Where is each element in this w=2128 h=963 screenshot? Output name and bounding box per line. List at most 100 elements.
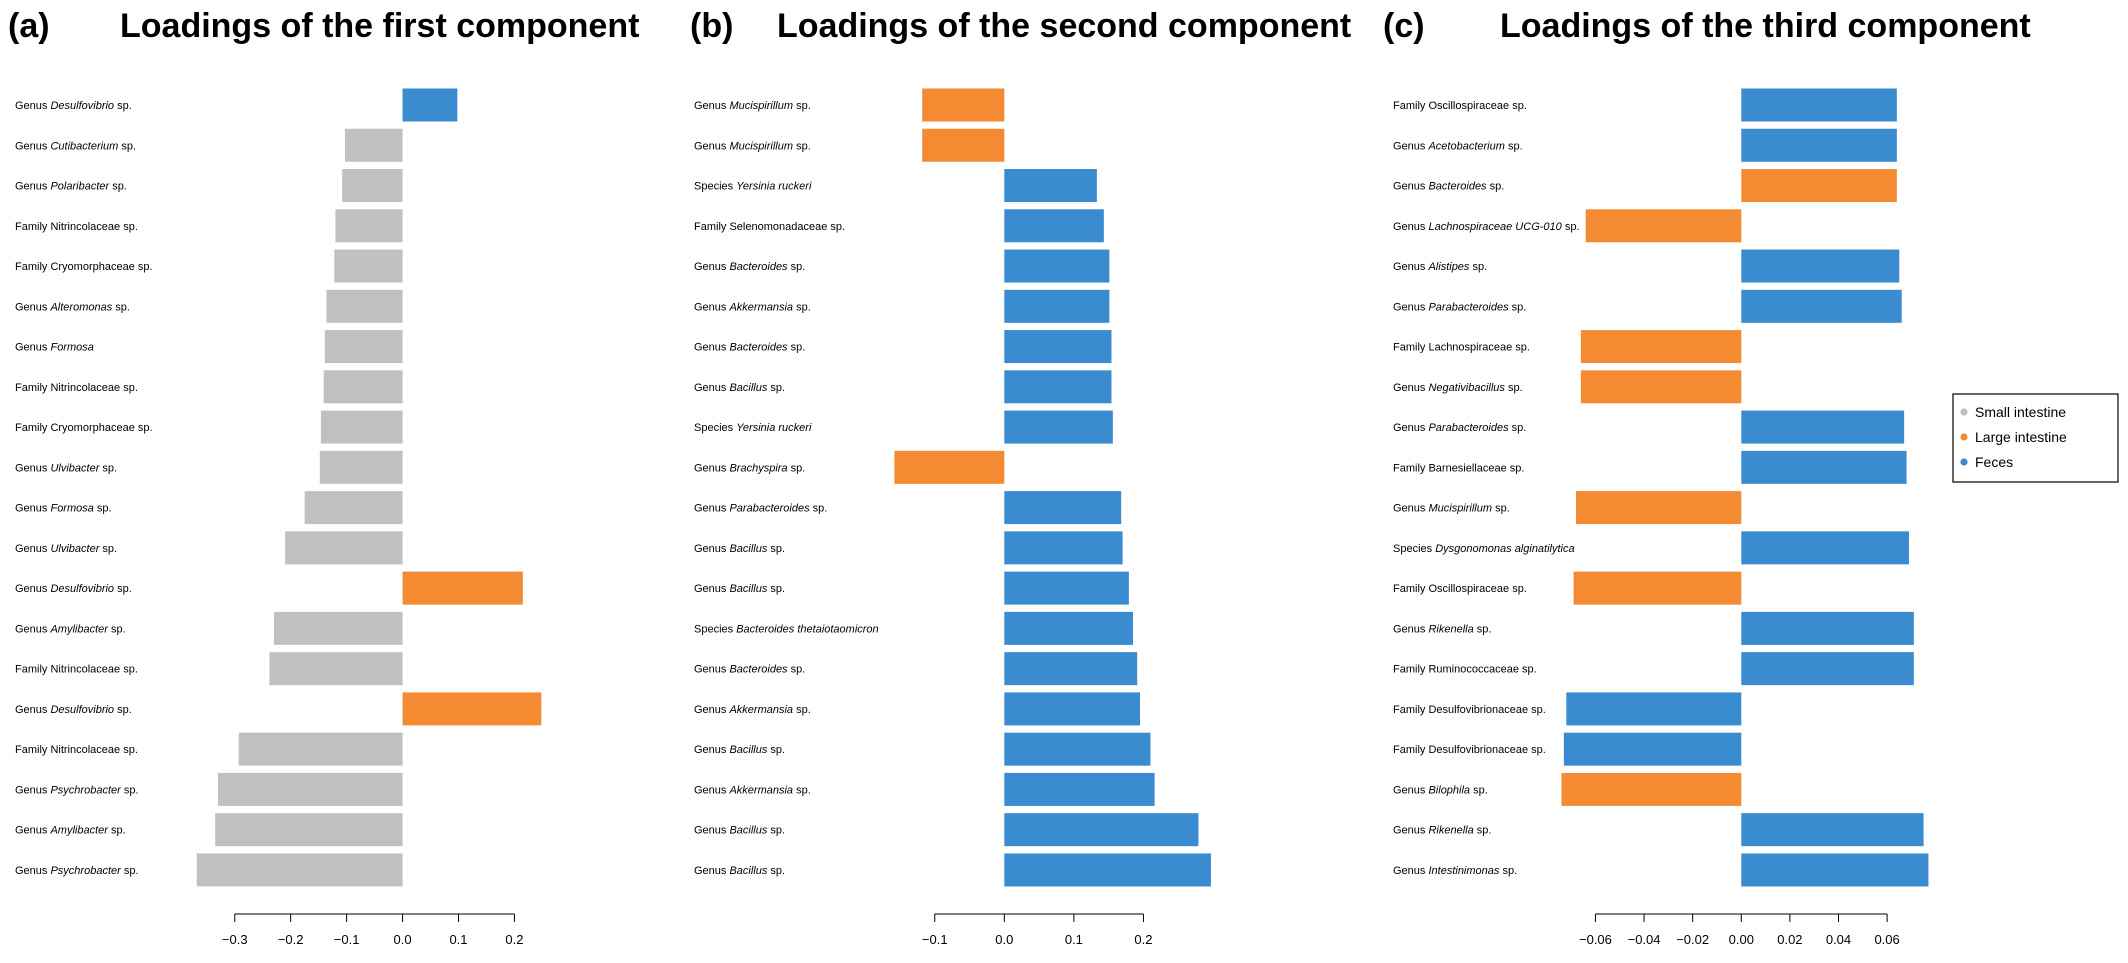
category-label: Genus Psychrobacter sp. [15,784,139,796]
taxon-name: Nitrincolaceae [50,382,120,394]
rank-text: Genus [694,825,729,837]
taxon-name: Barnesiellaceae [1428,462,1506,474]
rank-text: Genus [15,140,50,152]
rank-text: Species [694,181,736,193]
taxon-name: Desulfovibrio [50,704,114,716]
taxon-suffix: sp. [1512,342,1530,354]
rank-text: Genus [15,342,50,354]
category-label: Genus Parabacteroides sp. [1393,422,1526,434]
bar [273,611,403,645]
rank-text: Genus [15,100,50,112]
taxon-name: Desulfovibrionaceae [1428,744,1528,756]
bar [1004,491,1122,525]
taxon-name: Alteromonas [49,301,112,313]
category-label: Genus Mucispirillum sp. [694,100,811,112]
bar [1580,330,1742,364]
category-label: Genus Desulfovibrio sp. [15,100,132,112]
rank-text: Family [1393,664,1428,676]
taxon-name: Bacteroides [729,261,788,273]
rank-text: Species [694,623,736,635]
legend: Small intestine Large intestine Feces [1952,393,2119,483]
bar [402,88,458,122]
x-tick-label: 0.2 [505,932,523,947]
taxon-name: Formosa [50,342,93,354]
taxon-name: Nitrincolaceae [50,664,120,676]
rank-text: Genus [694,342,729,354]
bar [402,692,542,726]
rank-text: Genus [1393,301,1428,313]
category-label: Family Cryomorphaceae sp. [15,422,153,434]
legend-box [1952,393,2119,483]
category-label: Genus Alteromonas sp. [15,301,130,313]
taxon-suffix: sp. [99,543,117,555]
taxon-name: Parabacteroides [729,503,810,515]
category-label: Family Nitrincolaceae sp. [15,382,138,394]
taxon-suffix: sp. [1470,784,1488,796]
rank-text: Genus [694,664,729,676]
panel-label: (c) [1383,7,1425,45]
category-label: Genus Rikenella sp. [1393,623,1491,635]
taxon-suffix: sp. [1474,623,1492,635]
rank-text: Genus [15,543,50,555]
taxon-suffix: sp. [793,704,811,716]
taxon-name: Parabacteroides [1428,422,1509,434]
rank-text: Genus [1393,382,1428,394]
panel-title: Loadings of the first component [120,7,639,45]
rank-text: Genus [694,382,729,394]
bar [1585,209,1742,243]
rank-text: Genus [15,704,50,716]
panel-label: (b) [690,7,733,45]
category-label: Genus Akkermansia sp. [694,784,811,796]
x-tick-label: −0.3 [222,932,248,947]
category-label: Genus Intestinimonas sp. [1393,865,1517,877]
category-label: Genus Akkermansia sp. [694,301,811,313]
x-tick-label: 0.2 [1134,932,1152,947]
taxon-name: Bacteroides [729,664,788,676]
bar [1566,692,1742,726]
rank-text: Genus [1393,784,1428,796]
taxon-name: Mucispirillum [729,100,793,112]
bar [1004,410,1113,444]
taxon-name: Psychrobacter [50,784,122,796]
bar [344,128,403,162]
bar [1004,370,1112,404]
taxon-suffix: sp. [1474,825,1492,837]
bar [238,732,403,766]
x-tick-label: 0.04 [1826,932,1851,947]
x-tick-label: −0.04 [1628,932,1661,947]
rank-text: Genus [694,462,729,474]
rank-text: Genus [1393,825,1428,837]
category-label: Genus Bacillus sp. [694,543,785,555]
rank-text: Genus [15,865,50,877]
taxon-name: Desulfovibrio [50,100,114,112]
category-label: Species Bacteroides thetaiotaomicron [694,623,879,635]
taxon-suffix: sp. [1487,181,1505,193]
rank-text: Genus [694,583,729,595]
taxon-suffix: sp. [1528,704,1546,716]
category-label: Genus Brachyspira sp. [694,462,805,474]
x-tick-label: 0.00 [1729,932,1754,947]
x-tick-label: −0.02 [1676,932,1709,947]
category-label: Family Ruminococcaceae sp. [1393,664,1537,676]
taxon-suffix: sp. [94,503,112,515]
bar [1741,450,1907,484]
bar [1004,813,1199,847]
rank-text: Genus [1393,623,1428,635]
taxon-name: Bacteroides [1428,181,1487,193]
category-label: Family Cryomorphaceae sp. [15,261,153,273]
taxon-suffix: sp. [118,140,136,152]
category-label: Genus Alistipes sp. [1393,261,1487,273]
category-label: Genus Mucispirillum sp. [694,140,811,152]
taxon-suffix: sp. [810,503,828,515]
taxon-name: Lachnospiraceae UCG-010 [1428,221,1562,233]
panel-title: Loadings of the third component [1500,7,2031,45]
x-tick-label: 0.0 [394,932,412,947]
rank-text: Genus [1393,181,1428,193]
taxon-name: Amylibacter [49,825,109,837]
category-label: Genus Acetobacterium sp. [1393,140,1523,152]
category-label: Species Yersinia ruckeri [694,422,812,434]
taxon-suffix: sp. [788,462,806,474]
taxon-suffix: sp. [108,623,126,635]
panel-2: (b) Loadings of the second component Genus… [690,7,1351,947]
taxon-suffix: sp. [112,301,130,313]
